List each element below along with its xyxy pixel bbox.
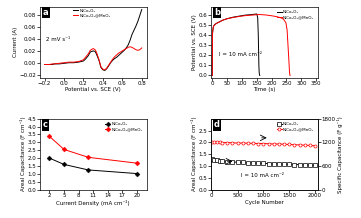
- X-axis label: Cycle Number: Cycle Number: [245, 199, 284, 204]
- Text: a: a: [43, 8, 48, 17]
- Text: I = 10 mA cm⁻²: I = 10 mA cm⁻²: [219, 52, 262, 57]
- Legend: NiCo₂O₄, NiCo₂O₄@MnO₂: NiCo₂O₄, NiCo₂O₄@MnO₂: [104, 121, 144, 133]
- Y-axis label: Areal Capacitance (F cm⁻²): Areal Capacitance (F cm⁻²): [20, 117, 26, 191]
- X-axis label: Potential vs. SCE (V): Potential vs. SCE (V): [65, 87, 121, 92]
- Text: 2 mV s⁻¹: 2 mV s⁻¹: [46, 37, 70, 42]
- Legend: NiCo₂O₄, NiCo₂O₄@MnO₂: NiCo₂O₄, NiCo₂O₄@MnO₂: [275, 9, 316, 21]
- Legend: NiCo₂O₄, NiCo₂O₄@MnO₂: NiCo₂O₄, NiCo₂O₄@MnO₂: [275, 121, 316, 133]
- Legend: NiCo₂O₄, NiCo₂O₄@MnO₂: NiCo₂O₄, NiCo₂O₄@MnO₂: [72, 7, 112, 19]
- Y-axis label: Potential vs. SCE (V): Potential vs. SCE (V): [192, 14, 197, 70]
- X-axis label: Time (s): Time (s): [253, 87, 275, 92]
- Text: c: c: [43, 120, 48, 129]
- Y-axis label: Specific Capacitance (F g⁻¹): Specific Capacitance (F g⁻¹): [336, 116, 343, 192]
- Text: b: b: [214, 8, 220, 17]
- Text: d: d: [214, 120, 220, 129]
- Text: I = 10 mA cm⁻²: I = 10 mA cm⁻²: [241, 173, 284, 178]
- X-axis label: Current Density (mA cm⁻²): Current Density (mA cm⁻²): [56, 199, 130, 206]
- Y-axis label: Areal Capacitance (F cm⁻²): Areal Capacitance (F cm⁻²): [191, 117, 197, 191]
- Y-axis label: Current (A): Current (A): [13, 27, 18, 57]
